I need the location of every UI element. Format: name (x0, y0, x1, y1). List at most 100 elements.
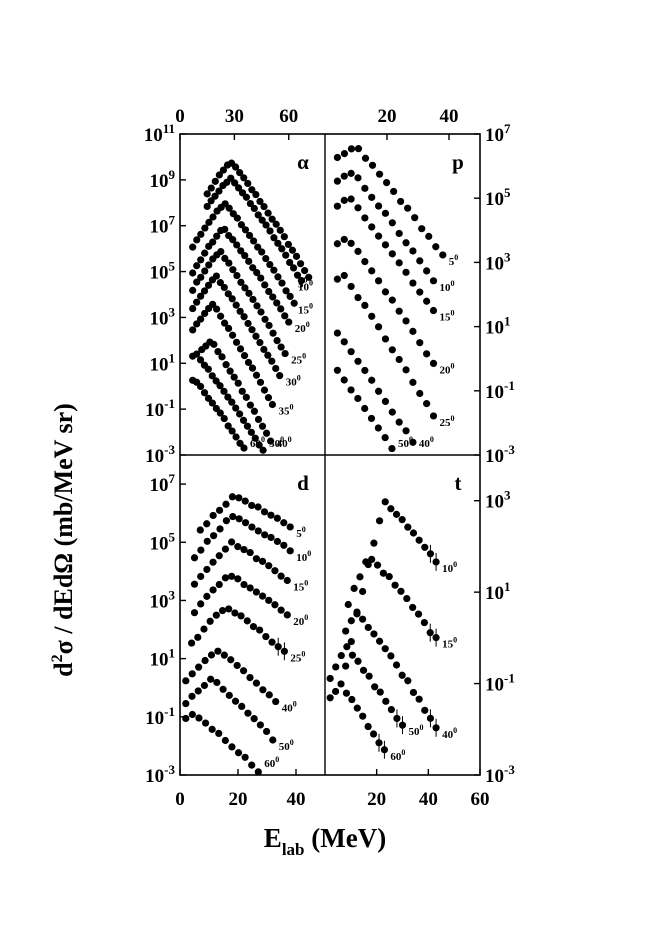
data-point (425, 232, 433, 240)
y-tick-label: 103 (150, 587, 176, 612)
data-point (254, 527, 262, 535)
angle-label: 250 (290, 649, 305, 664)
data-point (245, 231, 254, 240)
data-point (370, 539, 378, 547)
data-point (267, 437, 275, 445)
data-point (222, 517, 230, 525)
data-point (374, 232, 383, 240)
data-point (232, 163, 240, 171)
data-point (273, 299, 281, 307)
data-point (197, 315, 205, 323)
data-point (368, 223, 376, 231)
data-point (270, 266, 278, 274)
data-point (220, 651, 228, 659)
data-point (215, 729, 223, 737)
y-tick-label: 103 (485, 488, 511, 513)
data-point (241, 226, 250, 234)
data-point (193, 298, 201, 306)
data-point (415, 536, 423, 544)
data-point (232, 404, 240, 412)
data-point (219, 685, 227, 693)
data-point (229, 512, 237, 521)
data-point (340, 172, 348, 180)
data-point (402, 366, 410, 374)
data-point (368, 312, 376, 320)
data-point (237, 221, 246, 229)
data-point (216, 525, 224, 533)
data-point (368, 193, 376, 201)
panel-title: α (297, 150, 309, 174)
data-point (429, 277, 438, 285)
angle-label: 600 (250, 435, 265, 450)
data-point (196, 292, 205, 300)
data-point (253, 268, 261, 277)
data-point (237, 278, 245, 286)
data-point (218, 353, 226, 361)
data-point (251, 434, 259, 442)
data-point (374, 323, 383, 331)
data-point (381, 335, 390, 343)
data-point (272, 220, 280, 228)
panel-title: p (452, 150, 464, 174)
data-point (220, 387, 228, 395)
data-point (283, 611, 291, 619)
data-point (416, 288, 424, 296)
data-point (254, 211, 262, 219)
data-point (252, 190, 260, 199)
data-point (225, 691, 233, 699)
data-point (326, 694, 334, 702)
data-point (203, 190, 211, 198)
data-point (331, 687, 340, 696)
data-point (190, 554, 199, 562)
data-point (215, 187, 223, 195)
data-point (268, 357, 276, 365)
angle-label: 500 (398, 435, 413, 450)
data-point (409, 279, 417, 287)
data-point (395, 418, 403, 426)
y-tick-label: 103 (150, 304, 176, 329)
data-point (238, 387, 246, 395)
data-point (205, 218, 213, 226)
x-tick-label: 20 (378, 106, 397, 127)
data-point (259, 446, 267, 454)
data-point (256, 338, 264, 347)
angle-value: 25 (291, 355, 303, 367)
data-point (253, 302, 261, 310)
data-point (260, 508, 269, 516)
data-point (216, 409, 224, 417)
data-point (411, 214, 419, 222)
data-point (203, 202, 211, 211)
data-point (423, 267, 431, 275)
data-point (340, 376, 348, 384)
y-tick-label: 105 (485, 185, 511, 210)
angle-label: 400 (419, 435, 434, 450)
angle-label: 250 (291, 352, 306, 367)
data-point (222, 361, 230, 369)
data-point (289, 264, 298, 272)
data-point (233, 271, 241, 280)
data-point (301, 267, 309, 275)
data-point (381, 434, 389, 442)
data-point (250, 407, 259, 415)
data-point (248, 326, 256, 334)
data-point (221, 225, 229, 233)
data-point (395, 355, 403, 364)
data-point (374, 387, 383, 395)
data-point (333, 202, 341, 210)
angle-value: 60 (390, 751, 402, 763)
data-point (249, 295, 257, 304)
data-point (420, 618, 428, 627)
data-point (234, 543, 242, 551)
data-point (201, 267, 209, 275)
data-point (261, 315, 269, 323)
data-point (197, 230, 205, 238)
data-point (274, 273, 282, 281)
data-point (359, 615, 367, 623)
angle-label: 150 (442, 636, 457, 651)
data-point (188, 692, 196, 700)
data-point (277, 343, 285, 351)
data-point (221, 545, 230, 553)
data-point (228, 493, 237, 501)
x-tick-label: 40 (419, 789, 438, 810)
